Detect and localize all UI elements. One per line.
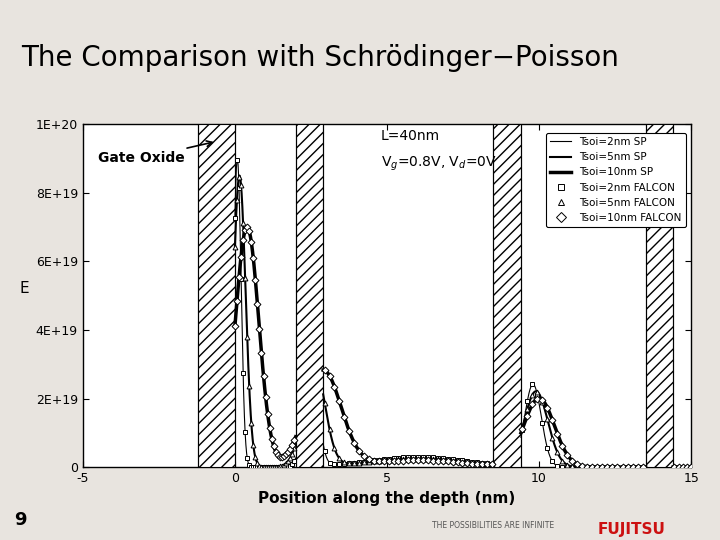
Text: Gate Oxide: Gate Oxide — [98, 141, 212, 165]
Text: The Comparison with Schrödinger−Poisson: The Comparison with Schrödinger−Poisson — [22, 44, 619, 72]
Text: FUJITSU: FUJITSU — [598, 522, 665, 537]
Bar — [199, 124, 235, 467]
X-axis label: Position along the depth (nm): Position along the depth (nm) — [258, 490, 516, 505]
Bar — [646, 124, 673, 467]
Bar — [296, 124, 323, 467]
Y-axis label: E: E — [19, 281, 30, 296]
Bar — [493, 124, 521, 467]
Text: THE POSSIBILITIES ARE INFINITE: THE POSSIBILITIES ARE INFINITE — [432, 521, 554, 530]
Text: L=40nm: L=40nm — [381, 130, 440, 143]
Legend: Tsoi=2nm SP, Tsoi=5nm SP, Tsoi=10nm SP, Tsoi=2nm FALCON, Tsoi=5nm FALCON, Tsoi=1: Tsoi=2nm SP, Tsoi=5nm SP, Tsoi=10nm SP, … — [546, 133, 686, 227]
Text: V$_g$=0.8V, V$_d$=0V: V$_g$=0.8V, V$_d$=0V — [381, 155, 497, 173]
Text: 9: 9 — [14, 511, 27, 529]
